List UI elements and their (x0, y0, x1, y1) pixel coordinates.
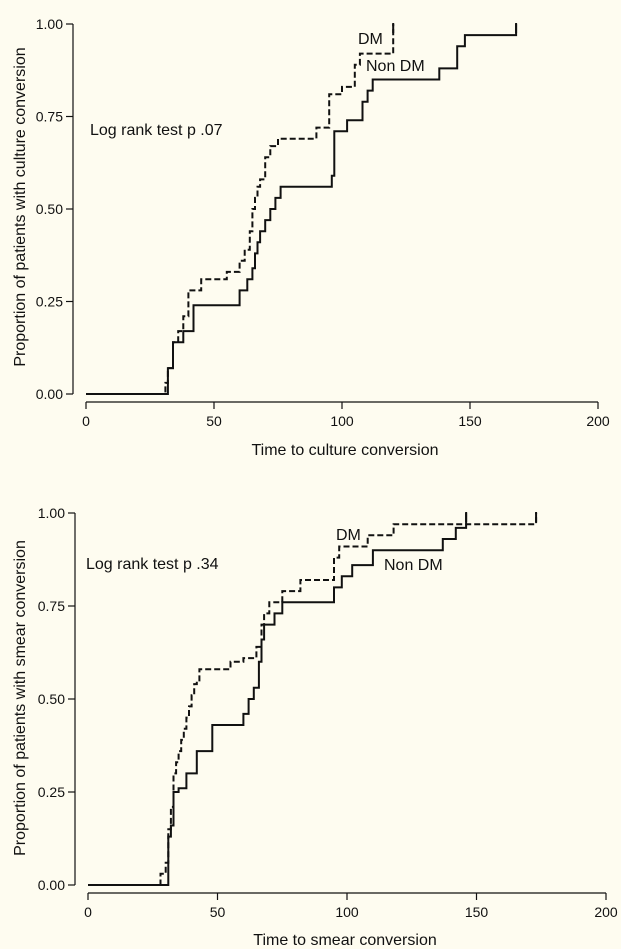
smear-x-tick-label: 50 (210, 904, 226, 920)
smear-x-tick-label: 100 (335, 904, 359, 920)
culture-y-tick-label: 0.25 (36, 294, 63, 310)
smear-y-tick-label: 0.25 (38, 784, 65, 800)
culture-y-tick-label: 0.75 (36, 109, 63, 125)
smear-y-tick-label: 0.75 (38, 598, 65, 614)
culture-y-tick-label: 0.00 (36, 386, 63, 402)
culture-x-tick-label: 0 (82, 413, 90, 429)
culture-dm-curve (86, 24, 395, 395)
culture-non-dm-curve (86, 24, 518, 395)
smear-y-tick-label: 1.00 (38, 505, 65, 521)
culture-conversion-panel: Proportion of patients with culture conv… (12, 16, 610, 459)
smear-log-rank-annotation: Log rank test p .34 (86, 556, 219, 573)
culture-x-tick-label: 200 (586, 413, 610, 429)
smear-dm-curve (88, 513, 538, 886)
smear-y-tick-label: 0.00 (38, 877, 65, 893)
smear-x-tick-label: 200 (594, 904, 618, 920)
smear-non-dm-series-label: Non DM (384, 557, 443, 574)
culture-x-tick-label: 100 (330, 413, 354, 429)
smear-x-tick-label: 0 (84, 904, 92, 920)
culture-y-axis-title: Proportion of patients with culture conv… (12, 47, 29, 366)
smear-non-dm-curve (88, 513, 468, 886)
smear-x-axis-title: Time to smear conversion (253, 932, 436, 949)
smear-conversion-panel: Proportion of patients with smear conver… (12, 505, 618, 949)
smear-dm-series-label: DM (336, 527, 361, 544)
smear-y-axis-title: Proportion of patients with smear conver… (12, 540, 29, 856)
culture-y-tick-label: 1.00 (36, 16, 63, 32)
culture-log-rank-annotation: Log rank test p .07 (90, 122, 223, 139)
smear-plot-area: 0.00 0.25 0.50 0.75 1.00 0 50 100 150 200 (38, 505, 618, 920)
culture-y-tick-label: 0.50 (36, 201, 63, 217)
culture-x-tick-label: 50 (206, 413, 222, 429)
culture-x-tick-label: 150 (458, 413, 482, 429)
culture-non-dm-series-label: Non DM (366, 58, 425, 75)
culture-dm-series-label: DM (358, 31, 383, 48)
culture-plot-area: 0.00 0.25 0.50 0.75 1.00 0 50 100 150 200 (36, 16, 610, 429)
culture-x-axis-title: Time to culture conversion (251, 442, 438, 459)
smear-x-tick-label: 150 (465, 904, 489, 920)
smear-y-tick-label: 0.50 (38, 691, 65, 707)
